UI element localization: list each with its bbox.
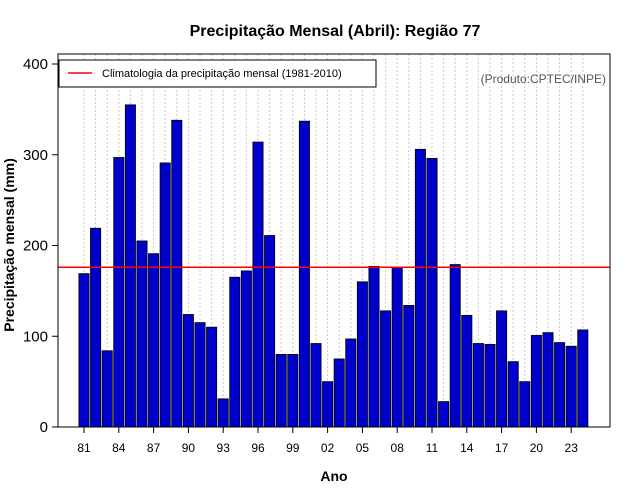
x-axis-label: Ano — [320, 468, 347, 484]
bar-09 — [403, 304, 415, 428]
bar-02 — [322, 381, 334, 428]
x-tick-label: 87 — [147, 441, 161, 455]
bar-83 — [101, 350, 113, 428]
x-tick-label: 14 — [460, 441, 474, 455]
bar-87 — [148, 253, 160, 428]
bar-91 — [194, 322, 206, 428]
bar-82 — [90, 227, 102, 428]
bar-81 — [78, 273, 90, 428]
bar-17 — [496, 310, 508, 428]
bar-13 — [449, 264, 461, 428]
x-tick-label: 08 — [391, 441, 405, 455]
bar-93 — [217, 398, 229, 428]
bar-92 — [206, 326, 218, 428]
plot-frame — [57, 53, 611, 428]
x-tick-label: 96 — [251, 441, 265, 455]
x-tick-label: 93 — [217, 441, 231, 455]
y-tick-label: 200 — [23, 238, 48, 255]
bar-89 — [171, 119, 183, 428]
bar-24 — [577, 329, 589, 428]
x-tick-label: 05 — [356, 441, 370, 455]
bar-05 — [356, 281, 368, 428]
bar-94 — [229, 276, 241, 428]
bar-95 — [240, 270, 252, 428]
x-tick-label: 17 — [495, 441, 509, 455]
bar-01 — [310, 343, 322, 428]
bar-99 — [287, 353, 299, 428]
y-tick-label: 300 — [23, 147, 48, 164]
bar-18 — [507, 361, 519, 428]
y-tick-label: 100 — [23, 328, 48, 345]
bar-10 — [414, 148, 426, 428]
x-tick-label: 99 — [286, 441, 300, 455]
x-tick-label: 02 — [321, 441, 335, 455]
chart-title: Precipitação Mensal (Abril): Região 77 — [190, 23, 481, 40]
bar-12 — [438, 401, 450, 428]
bar-23 — [565, 345, 577, 428]
x-tick-label: 81 — [77, 441, 91, 455]
x-tick-label: 90 — [182, 441, 196, 455]
bar-88 — [159, 162, 171, 428]
bar-86 — [136, 240, 148, 428]
bar-06 — [368, 265, 380, 428]
bar-22 — [554, 342, 566, 428]
y-axis-label: Precipitação mensal (mm) — [1, 158, 17, 332]
bar-97 — [264, 235, 276, 428]
x-tick-label: 84 — [112, 441, 126, 455]
x-tick-label: 23 — [565, 441, 579, 455]
bar-20 — [530, 334, 542, 428]
bar-11 — [426, 157, 438, 428]
bar-04 — [345, 338, 357, 428]
bar-96 — [252, 141, 264, 428]
bar-07 — [380, 310, 392, 428]
bar-85 — [124, 104, 136, 428]
bar-08 — [391, 266, 403, 428]
y-tick-label: 400 — [23, 56, 48, 73]
x-tick-label: 20 — [530, 441, 544, 455]
bar-16 — [484, 344, 496, 428]
legend: Climatologia da precipitação mensal (198… — [58, 59, 377, 88]
bar-15 — [472, 343, 484, 428]
bar-00 — [298, 120, 310, 428]
bar-03 — [333, 358, 345, 428]
bar-90 — [182, 314, 194, 428]
bar-14 — [461, 314, 473, 428]
legend-label: Climatologia da precipitação mensal (198… — [102, 68, 342, 80]
x-tick-label: 11 — [426, 441, 439, 455]
legend-box — [58, 59, 377, 88]
bar-98 — [275, 353, 287, 428]
bar-84 — [113, 157, 125, 428]
bar-19 — [519, 381, 531, 428]
y-tick-label: 0 — [40, 419, 48, 436]
plot-area: 0 100 200 300 400 81 84 87 90 93 96 99 02 05 08 11 14 17 2… — [23, 53, 611, 455]
bar-21 — [542, 332, 554, 428]
credit-label: (Produto:CPTEC/INPE) — [481, 72, 606, 86]
